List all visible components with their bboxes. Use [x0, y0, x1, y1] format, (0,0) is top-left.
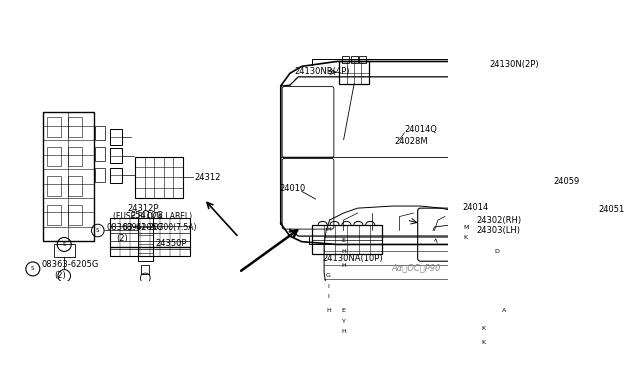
Text: H: H [326, 227, 331, 232]
Text: 24350P: 24350P [155, 238, 186, 248]
Text: 24130N(2P): 24130N(2P) [489, 60, 538, 69]
Bar [584, 189, 602, 197]
Bar [510, 64, 534, 84]
Text: 25410G: 25410G [131, 211, 163, 219]
Text: 24059: 24059 [553, 177, 579, 186]
Text: E: E [342, 308, 346, 313]
Bar [584, 203, 602, 211]
Bar [44, 112, 93, 241]
Text: 24014: 24014 [462, 203, 488, 212]
Bar [584, 174, 602, 183]
Text: 08363-6205G: 08363-6205G [106, 223, 164, 232]
Bar [584, 124, 602, 133]
Text: 24010: 24010 [280, 184, 306, 193]
Text: 24312: 24312 [195, 173, 221, 182]
Bar [68, 205, 82, 225]
Text: 24014Q: 24014Q [404, 125, 437, 134]
Bar [513, 59, 520, 65]
Bar [141, 265, 150, 274]
Bar [47, 117, 61, 137]
Text: K: K [464, 235, 468, 240]
Bar [584, 152, 602, 161]
Bar [68, 176, 82, 196]
Bar [95, 126, 106, 140]
Text: 24303(LH): 24303(LH) [476, 226, 520, 235]
Bar [522, 59, 529, 65]
Bar [109, 168, 122, 183]
Bar [47, 205, 61, 225]
Bar [312, 225, 382, 254]
Bar [136, 157, 183, 198]
Text: I: I [327, 294, 329, 299]
Bar [138, 218, 153, 261]
Bar [68, 147, 82, 166]
Bar [584, 96, 602, 105]
Bar [54, 244, 75, 257]
Bar [47, 147, 61, 166]
Text: Y: Y [342, 319, 346, 324]
Bar [339, 61, 369, 84]
Text: M: M [463, 225, 468, 230]
Text: E: E [342, 238, 346, 243]
Bar [68, 117, 82, 137]
Bar [584, 110, 602, 119]
Bar [47, 176, 61, 196]
Text: Aα〈OC〉P90: Aα〈OC〉P90 [392, 263, 442, 272]
Text: K: K [481, 326, 485, 331]
Text: 24130NA(10P): 24130NA(10P) [323, 254, 383, 263]
Text: K: K [481, 340, 485, 345]
Text: S: S [63, 242, 66, 247]
Bar [342, 56, 349, 63]
Text: (2): (2) [116, 234, 128, 243]
Text: 24130NB(4P): 24130NB(4P) [295, 67, 350, 76]
Text: H: H [326, 308, 331, 313]
Bar [584, 217, 602, 225]
Text: 08941-20700(7.5A): 08941-20700(7.5A) [122, 223, 196, 232]
Bar [109, 218, 190, 256]
Bar [95, 168, 106, 182]
Bar [584, 138, 602, 147]
Text: D: D [495, 249, 500, 254]
Text: H: H [341, 329, 346, 334]
Text: H: H [341, 249, 346, 254]
Text: (2): (2) [54, 272, 65, 280]
Text: G: G [326, 273, 331, 278]
Bar [359, 56, 366, 63]
Bar [351, 56, 358, 63]
Text: S: S [31, 266, 35, 272]
Text: 24302(RH): 24302(RH) [476, 216, 522, 225]
Text: (FUSE BLOCK LABEL): (FUSE BLOCK LABEL) [113, 212, 192, 221]
Text: 24312P: 24312P [127, 203, 159, 213]
Text: 24051: 24051 [598, 205, 625, 214]
Text: I: I [327, 284, 329, 289]
Text: A: A [502, 308, 506, 313]
Text: S: S [96, 228, 100, 233]
Bar [95, 147, 106, 161]
Text: H: H [341, 263, 346, 268]
Text: 24028M: 24028M [394, 137, 428, 145]
Bar [109, 148, 122, 163]
Text: 08363-6205G: 08363-6205G [41, 260, 99, 269]
Bar [109, 129, 122, 145]
